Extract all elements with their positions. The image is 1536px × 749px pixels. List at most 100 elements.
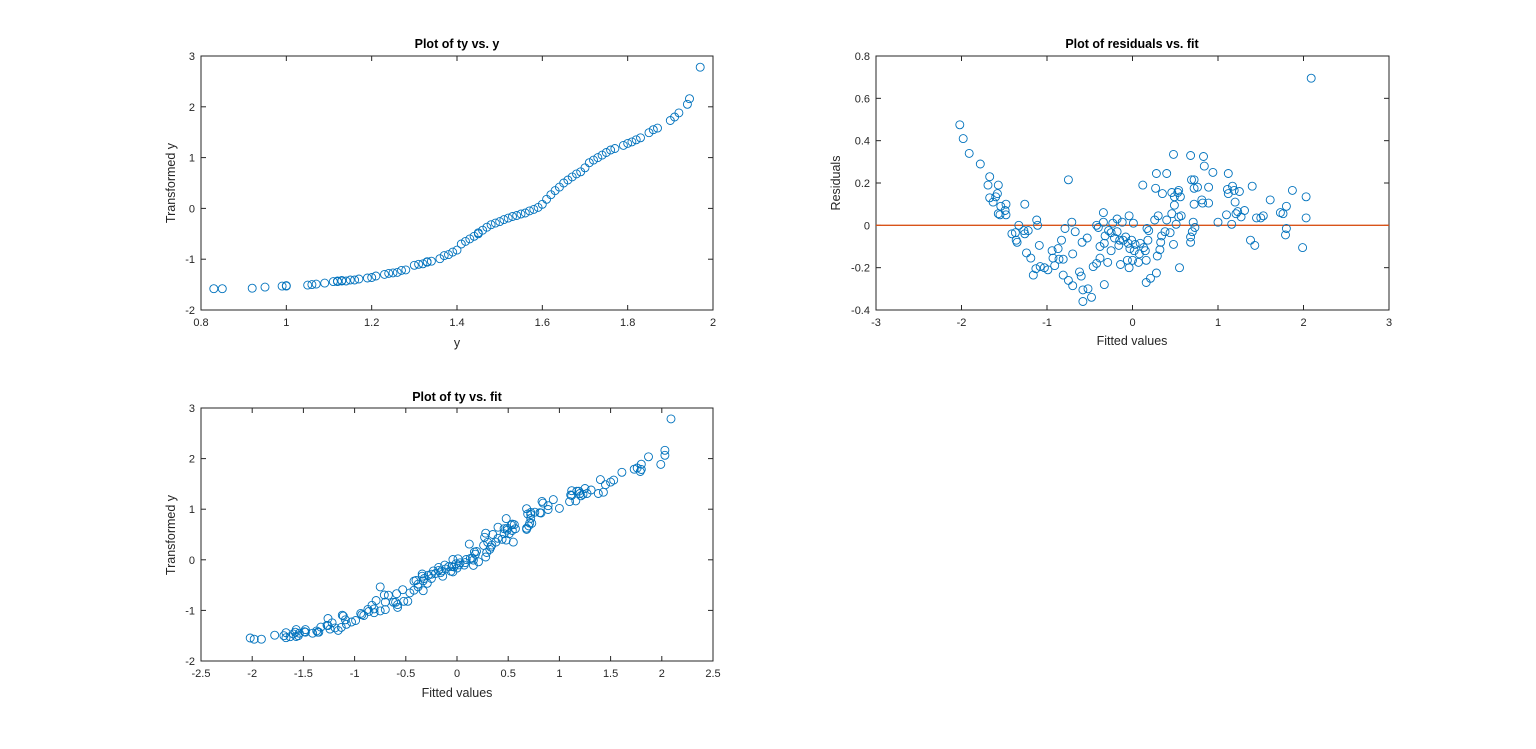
data-point xyxy=(1189,199,1199,209)
x-tick-label: -3 xyxy=(871,317,881,329)
data-point xyxy=(1222,184,1232,194)
data-point xyxy=(1157,189,1167,199)
data-point xyxy=(995,210,1005,220)
x-tick-label: 0.8 xyxy=(193,317,208,329)
data-point xyxy=(636,133,645,143)
data-point xyxy=(975,159,985,169)
data-point xyxy=(1162,215,1172,225)
axes-box xyxy=(875,55,1390,311)
y-tick-label: -1 xyxy=(185,605,195,617)
data-point xyxy=(279,631,289,641)
x-axis-label: Fitted values xyxy=(1097,334,1168,348)
x-tick-label: 1 xyxy=(1215,317,1221,329)
x-axis-label: Fitted values xyxy=(422,686,493,700)
data-point xyxy=(497,534,507,544)
data-point xyxy=(527,518,537,528)
data-point xyxy=(1116,260,1125,269)
data-point xyxy=(439,251,449,261)
y-tick-label: 1 xyxy=(189,504,195,516)
data-point xyxy=(217,284,227,294)
axes-box xyxy=(200,407,714,662)
data-point xyxy=(565,497,575,507)
data-point xyxy=(398,585,408,595)
x-tick-label: 1.2 xyxy=(364,317,379,329)
data-point xyxy=(247,283,257,293)
data-point xyxy=(1070,227,1080,237)
data-point xyxy=(371,596,381,605)
data-point xyxy=(1057,235,1066,245)
data-point xyxy=(609,475,619,485)
data-point xyxy=(1281,224,1291,233)
data-point xyxy=(362,273,372,283)
data-point xyxy=(293,631,303,641)
data-point xyxy=(1156,237,1166,247)
data-point xyxy=(516,209,526,219)
data-point xyxy=(313,627,323,637)
data-point xyxy=(397,265,406,275)
data-point xyxy=(1146,273,1155,283)
data-point xyxy=(1129,246,1139,256)
data-point xyxy=(1076,271,1086,281)
data-point xyxy=(1128,255,1137,265)
data-point xyxy=(1169,149,1178,159)
data-point xyxy=(336,622,346,632)
data-point xyxy=(1058,254,1068,264)
data-point xyxy=(281,633,291,643)
data-point xyxy=(1198,198,1208,208)
data-point xyxy=(1110,233,1119,243)
x-tick-label: 2 xyxy=(1300,317,1306,329)
data-point xyxy=(1190,223,1200,232)
data-point xyxy=(1176,211,1186,221)
x-tick-label: 1.5 xyxy=(603,668,618,680)
data-point xyxy=(536,508,546,518)
data-point xyxy=(1092,258,1102,268)
data-point xyxy=(245,633,255,643)
data-point xyxy=(472,547,481,556)
data-point xyxy=(481,528,491,538)
data-point xyxy=(1278,209,1288,219)
y-tick-label: 1 xyxy=(189,153,195,165)
data-point xyxy=(593,153,603,163)
data-point xyxy=(375,606,385,616)
data-point xyxy=(623,138,633,148)
data-point xyxy=(277,281,287,291)
data-point xyxy=(367,273,377,282)
data-point xyxy=(1199,152,1208,161)
data-point xyxy=(209,284,219,294)
data-point xyxy=(473,228,483,238)
data-point xyxy=(1301,192,1311,202)
data-point xyxy=(1093,223,1103,232)
data-point xyxy=(490,218,500,228)
data-point xyxy=(1011,235,1021,245)
data-point xyxy=(418,586,428,596)
data-point xyxy=(1020,199,1030,209)
data-point xyxy=(1151,183,1161,193)
data-point xyxy=(1143,235,1153,245)
y-tick-label: 0.4 xyxy=(855,136,870,148)
data-point xyxy=(1063,175,1073,185)
data-point xyxy=(1058,270,1068,280)
data-point xyxy=(380,269,389,279)
data-point xyxy=(636,459,646,469)
data-point xyxy=(337,610,347,620)
x-tick-label: -1 xyxy=(1042,317,1052,329)
data-point xyxy=(422,257,432,267)
data-point xyxy=(1033,220,1043,230)
data-point xyxy=(1169,239,1178,249)
y-tick-label: 2 xyxy=(189,102,195,114)
data-point xyxy=(1078,297,1088,306)
data-point xyxy=(1075,267,1084,277)
y-tick-label: -2 xyxy=(185,656,195,668)
y-tick-label: -2 xyxy=(185,305,195,317)
data-point xyxy=(300,627,310,637)
data-point xyxy=(461,555,471,564)
data-point xyxy=(1227,219,1237,229)
data-point xyxy=(1306,73,1316,83)
data-point xyxy=(1252,213,1261,223)
data-point xyxy=(464,539,474,549)
plot-ty-vs-fit: -2.5 -2 -1.5 -1 -0.5 0 0.5 1 1.5 2 2.5-2-10123Plot… xyxy=(164,390,721,700)
data-point xyxy=(281,281,291,291)
x-tick-label: -0.5 xyxy=(396,668,415,680)
data-point xyxy=(964,148,974,158)
data-point xyxy=(417,569,427,579)
